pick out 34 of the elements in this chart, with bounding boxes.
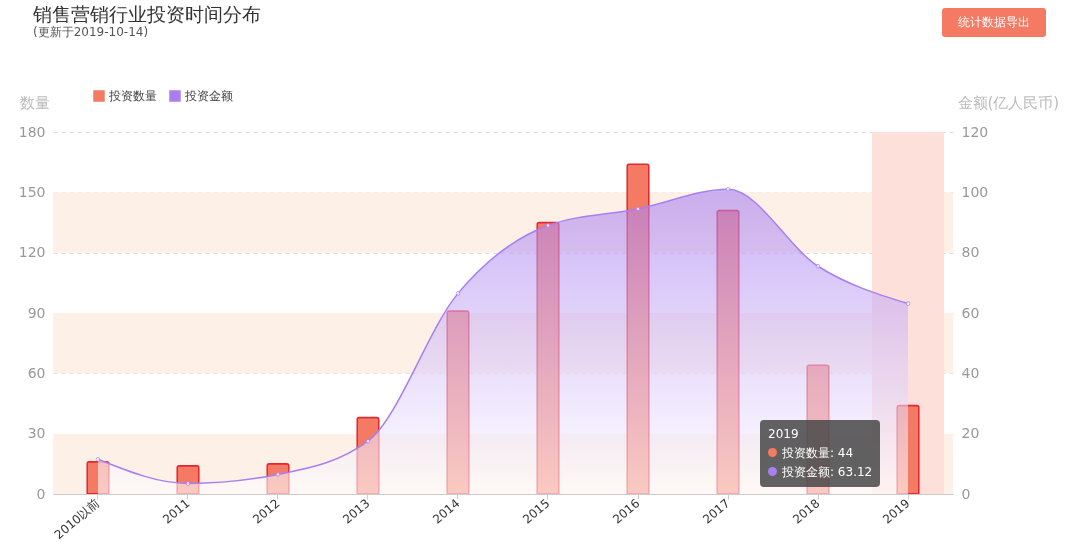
y2-tick-label: 100: [961, 183, 989, 200]
y-tick-label: 60: [27, 364, 46, 381]
y2-axis-title: 金额(亿人民币): [957, 93, 1060, 112]
y2-tick-label: 20: [961, 425, 980, 442]
annotation: 2019: [768, 426, 800, 443]
legend-label: 投资金额: [184, 89, 233, 103]
point: [905, 301, 911, 306]
y2-tick-label: 40: [961, 364, 980, 381]
y2-tick-label: 60: [961, 304, 980, 321]
y-tick-label: 120: [18, 244, 46, 261]
y-tick-label: 150: [18, 183, 46, 200]
point: [455, 291, 461, 296]
annotation: 投资金额: 63.12: [781, 464, 873, 481]
y-axis-title: 数量: [19, 93, 50, 112]
legend-label: 投资数量: [108, 89, 157, 103]
y-tick-label: 0: [36, 485, 46, 502]
chart-subtitle: (更新于2019-10-14): [33, 25, 149, 39]
y-tick-label: 30: [27, 425, 46, 442]
point: [545, 223, 551, 228]
point: [365, 438, 371, 444]
y-tick-label: 180: [18, 123, 46, 140]
y2-tick-label: 0: [961, 485, 971, 502]
chart-title: 销售营销行业投资时间分布: [32, 3, 261, 25]
text: 统计数据导出: [942, 8, 1046, 37]
point: [725, 186, 731, 192]
y-tick-label: 90: [27, 304, 46, 321]
point: [275, 472, 281, 477]
annotation: 投资数量: 44: [781, 445, 855, 462]
y2-tick-label: 120: [961, 123, 989, 140]
point: [815, 263, 821, 269]
point: [95, 456, 101, 462]
point: [185, 481, 191, 486]
y2-tick-label: 80: [961, 244, 980, 261]
point: [635, 206, 641, 212]
